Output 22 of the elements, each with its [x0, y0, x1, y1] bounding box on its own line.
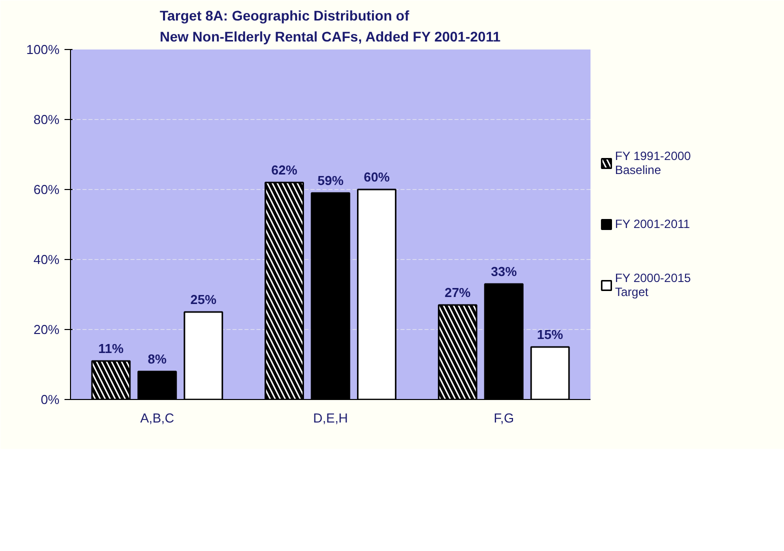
- text: 60%: [364, 169, 390, 184]
- y-tick-label: 20%: [33, 322, 60, 337]
- text: 62%: [271, 162, 298, 178]
- text: 25%: [190, 292, 216, 307]
- legend-label: FY 1991-2000 Baseline: [615, 149, 691, 177]
- legend-label: FY 2001-2011: [615, 217, 690, 231]
- text: 15%: [537, 326, 564, 342]
- y-tick-label: 0%: [40, 392, 60, 407]
- text: 11%: [98, 340, 124, 356]
- text: 33%: [490, 264, 517, 279]
- y-tick-label: 80%: [33, 112, 60, 127]
- x-tick-label: F,G: [494, 410, 514, 426]
- chart-title: Target 8A: Geographic Distribution of New Non-Elderly Rental CAFs, Added FY 2001-2011: [160, 8, 501, 44]
- y-tick-label: 60%: [33, 182, 60, 197]
- text: 59%: [317, 172, 344, 188]
- legend-label: FY 2000-2015 Target: [615, 271, 691, 299]
- x-tick-label: D,E,H: [313, 410, 348, 426]
- text: 27%: [444, 284, 471, 300]
- x-tick-label: A,B,C: [140, 410, 174, 426]
- y-tick-label: 40%: [33, 252, 60, 267]
- y-tick-label: 100%: [26, 42, 60, 57]
- text: 8%: [148, 351, 167, 366]
